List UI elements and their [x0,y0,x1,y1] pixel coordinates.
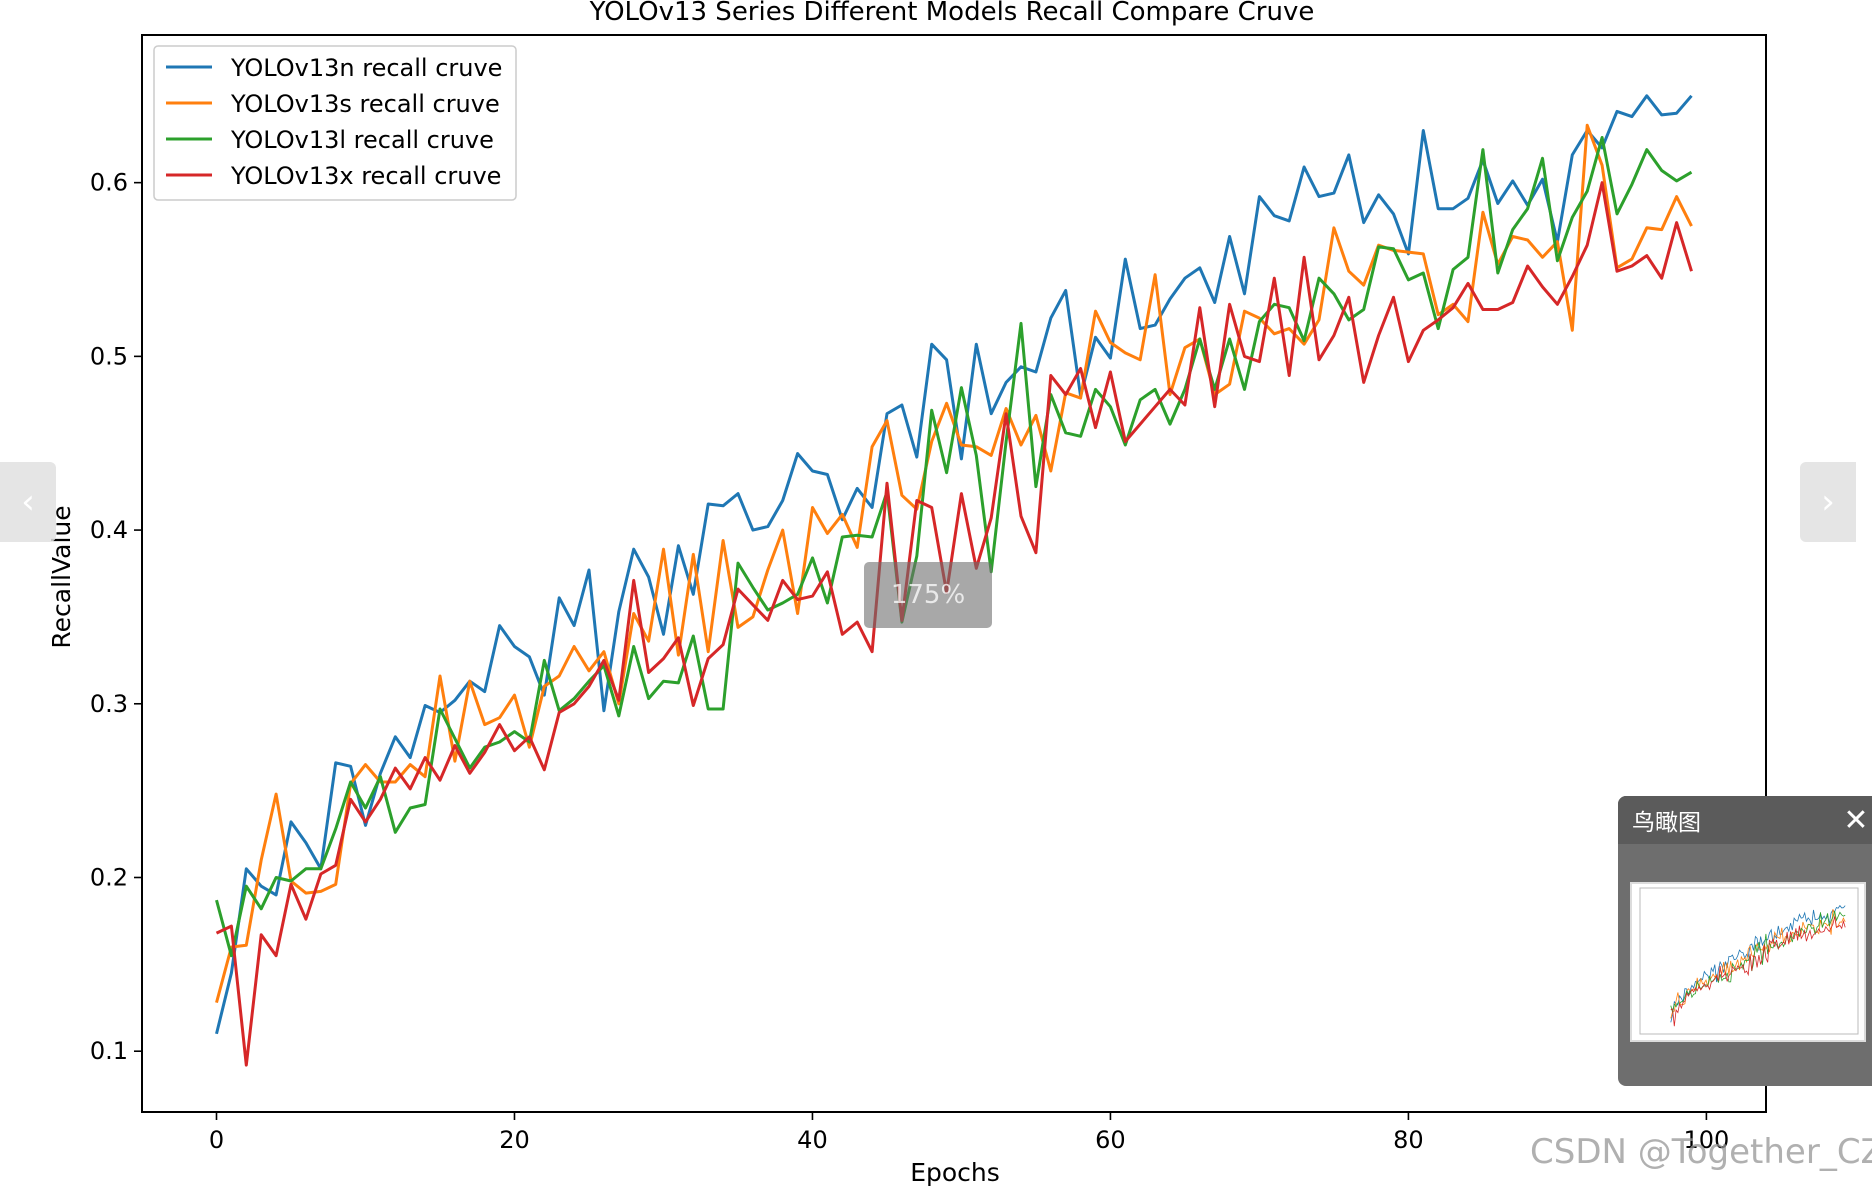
legend: YOLOv13n recall cruve YOLOv13s recall cru… [153,45,517,201]
x-axis-ticks: 0 20 40 60 80 100 [209,1112,1729,1154]
overview-thumbnail[interactable] [1630,882,1866,1042]
series-line-3 [215,136,1693,958]
legend-box [153,45,517,201]
legend-label: YOLOv13x recall cruve [230,162,501,190]
zoom-level-badge: 175% [864,562,992,628]
x-tick-label: 20 [499,1126,530,1154]
close-icon[interactable]: ✕ [1843,802,1869,838]
x-tick-label: 60 [1095,1126,1126,1154]
next-image-button[interactable]: › [1800,462,1856,542]
y-tick-label: 0.3 [90,690,128,718]
legend-label: YOLOv13s recall cruve [230,90,500,118]
chevron-right-icon: › [1821,482,1835,522]
chevron-left-icon: ‹ [21,482,35,522]
x-tick-label: 80 [1393,1126,1424,1154]
x-tick-label: 0 [209,1126,224,1154]
y-axis-ticks: 0.1 0.2 0.3 0.4 0.5 0.6 [90,169,142,1065]
y-tick-label: 0.6 [90,169,128,197]
series-line-1 [215,94,1693,1035]
watermark: CSDN @Together_CZ [1530,1132,1872,1172]
series-layer [215,94,1693,1067]
plot-frame [141,34,1767,1113]
thumbnail-series-line-1 [1670,904,1846,1023]
previous-image-button[interactable]: ‹ [0,462,56,542]
y-tick-label: 0.5 [90,342,128,370]
legend-label: YOLOv13l recall cruve [230,126,494,154]
chart-title: YOLOv13 Series Different Models Recall C… [589,0,1315,27]
x-tick-label: 40 [797,1126,828,1154]
y-tick-label: 0.2 [90,863,128,891]
overview-title: 鸟瞰图 [1632,810,1701,836]
legend-label: YOLOv13n recall cruve [230,54,502,82]
y-tick-label: 0.4 [90,516,128,544]
overview-panel: 鸟瞰图 ✕ [1618,796,1872,1086]
y-tick-label: 0.1 [90,1037,128,1065]
series-line-4 [215,181,1693,1067]
overview-header: 鸟瞰图 ✕ [1618,796,1872,844]
x-axis-label: Epochs [910,1158,1000,1186]
thumbnail-series-layer [1670,904,1846,1027]
zoom-level-text: 175% [890,580,966,610]
overview-thumbnail-chart [1639,887,1859,1035]
x-tick-label: 100 [1683,1126,1729,1154]
thumbnail-series-line-4 [1670,916,1846,1027]
